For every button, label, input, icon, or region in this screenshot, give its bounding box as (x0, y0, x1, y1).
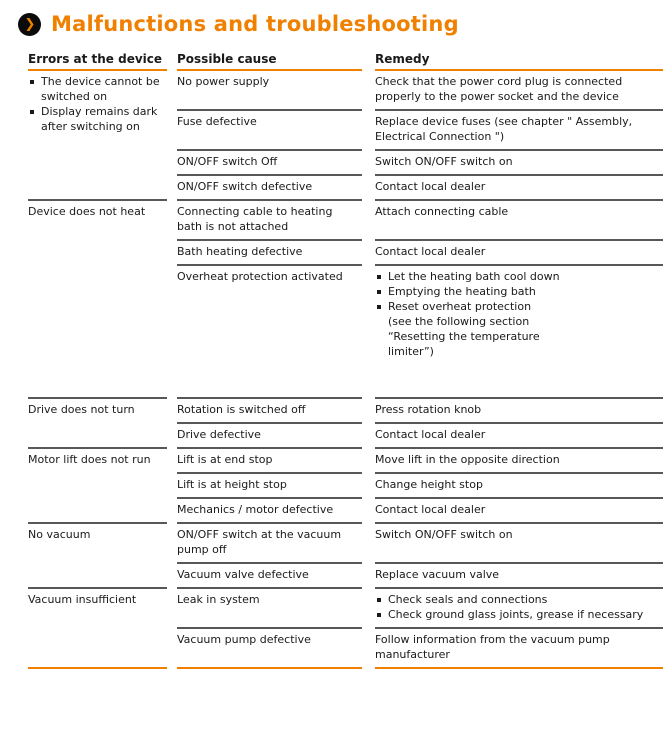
cause-cell: ON/OFF switch defective (177, 176, 362, 201)
bullet-icon (377, 305, 381, 309)
cause-cell: Vacuum pump defective (177, 629, 362, 669)
table-row: No power supply Check that the power cor… (177, 71, 663, 111)
cause-cell: ON/OFF switch at the vacuum pump off (177, 524, 362, 564)
remedy-cell: Change height stop (375, 474, 663, 499)
error-cell: The device cannot be switched on Display … (28, 71, 167, 201)
page-title: Malfunctions and troubleshooting (51, 12, 459, 36)
table-row: ON/OFF switch Off Switch ON/OFF switch o… (177, 151, 663, 176)
table-row: Leak in system Check seals and connectio… (177, 589, 663, 629)
bullet-item: Let the heating bath cool down (375, 269, 663, 284)
bullet-icon (377, 275, 381, 279)
table-row: Connecting cable to heating bath is not … (177, 201, 663, 241)
cause-cell: Rotation is switched off (177, 399, 362, 424)
cause-cell: Vacuum valve defective (177, 564, 362, 589)
remedy-cell: Press rotation knob (375, 399, 663, 424)
column-header-cause: Possible cause (177, 52, 362, 71)
cause-remedy-rows: Leak in system Check seals and connectio… (177, 589, 663, 669)
bullet-icon (377, 290, 381, 294)
cause-cell: Bath heating defective (177, 241, 362, 266)
table-row: ON/OFF switch defective Contact local de… (177, 176, 663, 201)
column-header-remedy: Remedy (375, 52, 663, 71)
remedy-cell: Let the heating bath cool down Emptying t… (375, 266, 663, 399)
cause-remedy-rows: Rotation is switched off Press rotation … (177, 399, 663, 449)
bullet-item: Reset overheat protection (see the follo… (375, 299, 663, 359)
bullet-text: Check ground glass joints, grease if nec… (388, 608, 644, 621)
table-row-group: The device cannot be switched on Display … (28, 71, 663, 201)
remedy-cell: Contact local dealer (375, 176, 663, 201)
remedy-cell: Contact local dealer (375, 424, 663, 449)
bullet-item: Check ground glass joints, grease if nec… (375, 607, 663, 622)
remedy-cell: Contact local dealer (375, 241, 663, 266)
troubleshooting-table: Errors at the device Possible cause Reme… (28, 52, 663, 669)
cause-cell: Leak in system (177, 589, 362, 629)
table-row: Vacuum pump defective Follow information… (177, 629, 663, 669)
error-cell: Motor lift does not run (28, 449, 167, 524)
remedy-cell: Replace device fuses (see chapter " Asse… (375, 111, 663, 151)
table-row: Rotation is switched off Press rotation … (177, 399, 663, 424)
remedy-cell: Contact local dealer (375, 499, 663, 524)
table-row: Lift is at height stop Change height sto… (177, 474, 663, 499)
bullet-text: Emptying the heating bath (388, 285, 536, 298)
remedy-cell: Check seals and connections Check ground … (375, 589, 663, 629)
bullet-icon (30, 80, 34, 84)
error-cell: Vacuum insufficient (28, 589, 167, 669)
bullet-text: The device cannot be switched on (41, 75, 160, 103)
cause-remedy-rows: ON/OFF switch at the vacuum pump off Swi… (177, 524, 663, 589)
cause-cell: Overheat protection activated (177, 266, 362, 399)
table-row-group: Motor lift does not run Lift is at end s… (28, 449, 663, 524)
bullet-item: Emptying the heating bath (375, 284, 663, 299)
bullet-icon (30, 110, 34, 114)
table-header-row: Errors at the device Possible cause Reme… (28, 52, 663, 71)
error-cell: Device does not heat (28, 201, 167, 399)
error-cell: No vacuum (28, 524, 167, 589)
chapter-header: ❯ Malfunctions and troubleshooting (0, 11, 670, 37)
table-row-group: Device does not heat Connecting cable to… (28, 201, 663, 399)
remedy-cell: Switch ON/OFF switch on (375, 524, 663, 564)
cause-cell: Drive defective (177, 424, 362, 449)
cause-cell: ON/OFF switch Off (177, 151, 362, 176)
table-row-group: Drive does not turn Rotation is switched… (28, 399, 663, 449)
bullet-text: Check seals and connections (388, 593, 548, 606)
table-row: Drive defective Contact local dealer (177, 424, 663, 449)
table-row-group: No vacuum ON/OFF switch at the vacuum pu… (28, 524, 663, 589)
cause-remedy-rows: No power supply Check that the power cor… (177, 71, 663, 201)
table-row: Vacuum valve defective Replace vacuum va… (177, 564, 663, 589)
remedy-cell: Replace vacuum valve (375, 564, 663, 589)
cause-cell: Fuse defective (177, 111, 362, 151)
cause-remedy-rows: Connecting cable to heating bath is not … (177, 201, 663, 399)
bullet-icon (377, 613, 381, 617)
cause-cell: Lift is at end stop (177, 449, 362, 474)
table-row: Overheat protection activated Let the he… (177, 266, 663, 399)
remedy-cell: Check that the power cord plug is connec… (375, 71, 663, 111)
cause-cell: No power supply (177, 71, 362, 111)
remedy-cell: Move lift in the opposite direction (375, 449, 663, 474)
chevron-right-icon: ❯ (18, 12, 41, 36)
table-body: The device cannot be switched on Display … (28, 71, 663, 669)
table-row: Lift is at end stop Move lift in the opp… (177, 449, 663, 474)
bullet-text: Reset overheat protection (see the follo… (388, 300, 540, 358)
table-row: Bath heating defective Contact local dea… (177, 241, 663, 266)
table-row: Fuse defective Replace device fuses (see… (177, 111, 663, 151)
cause-cell: Connecting cable to heating bath is not … (177, 201, 362, 241)
cause-remedy-rows: Lift is at end stop Move lift in the opp… (177, 449, 663, 524)
table-row: ON/OFF switch at the vacuum pump off Swi… (177, 524, 663, 564)
table-row: Mechanics / motor defective Contact loca… (177, 499, 663, 524)
bullet-item: Display remains dark after switching on (28, 104, 163, 134)
bullet-item: Check seals and connections (375, 592, 663, 607)
bullet-text: Display remains dark after switching on (41, 105, 158, 133)
table-row-group: Vacuum insufficient Leak in system Check… (28, 589, 663, 669)
cause-cell: Lift is at height stop (177, 474, 362, 499)
remedy-cell: Attach connecting cable (375, 201, 663, 241)
bullet-icon (377, 598, 381, 602)
bullet-text: Let the heating bath cool down (388, 270, 560, 283)
error-cell: Drive does not turn (28, 399, 167, 449)
remedy-cell: Follow information from the vacuum pump … (375, 629, 663, 669)
remedy-cell: Switch ON/OFF switch on (375, 151, 663, 176)
column-header-errors: Errors at the device (28, 52, 167, 71)
bullet-item: The device cannot be switched on (28, 74, 163, 104)
cause-cell: Mechanics / motor defective (177, 499, 362, 524)
